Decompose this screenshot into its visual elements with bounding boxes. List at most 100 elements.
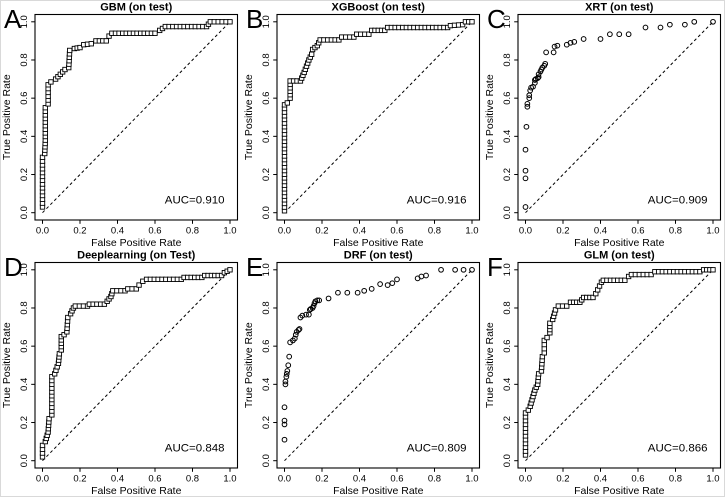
x-tick-label: 0.0 [36, 473, 49, 484]
roc-point [285, 353, 292, 360]
roc-point [360, 287, 367, 294]
roc-curve [39, 19, 233, 210]
roc-point [281, 421, 288, 427]
roc-point [325, 295, 332, 301]
x-axis-label: False Positive Rate [333, 238, 423, 249]
roc-point [526, 92, 533, 99]
roc-point [344, 289, 350, 296]
y-tick-label: 0.4 [261, 377, 272, 390]
y-axis-label: True Positive Rate [485, 74, 496, 160]
roc-point [283, 373, 289, 380]
roc-panel-D: D Deeplearning (on Test) 0.0 0.2 0.4 0.6 0.8 1.… [1, 249, 243, 496]
roc-point [282, 378, 288, 384]
y-tick-label: 0.0 [502, 206, 513, 219]
roc-curve [522, 18, 717, 210]
roc-point [310, 302, 317, 309]
roc-point [555, 302, 562, 309]
y-tick-label: 0.2 [19, 168, 30, 181]
x-tick-label: 1.0 [465, 225, 478, 236]
roc-point [292, 331, 299, 338]
roc-point [541, 337, 548, 343]
y-tick-label: 0.0 [261, 206, 272, 219]
roc-point [302, 311, 309, 318]
roc-curve [39, 266, 233, 460]
x-tick-label: 0.4 [353, 473, 366, 484]
roc-curve [523, 266, 716, 458]
roc-point [451, 266, 458, 273]
auc-value: AUC=0.910 [165, 194, 225, 206]
y-tick-label: 0.0 [502, 454, 513, 467]
roc-point [39, 442, 46, 448]
x-tick-label: 0.2 [73, 225, 86, 236]
roc-point [281, 403, 288, 410]
y-tick-label: 0.6 [19, 339, 30, 352]
y-tick-label: 0.6 [502, 92, 513, 105]
y-tick-label: 0.8 [19, 301, 30, 314]
x-tick-label: 0.4 [594, 473, 607, 484]
x-tick-label: 0.8 [186, 473, 199, 484]
roc-point [551, 49, 557, 56]
y-axis-label: True Positive Rate [244, 322, 255, 408]
y-tick-label: 1.0 [502, 263, 513, 276]
y-tick-label: 1.0 [502, 15, 513, 28]
x-tick-label: 0.4 [111, 225, 124, 236]
panel-letter: B [246, 4, 263, 34]
roc-point [334, 289, 341, 296]
roc-point [129, 285, 135, 292]
x-tick-label: 0.8 [669, 473, 682, 484]
roc-point [682, 21, 689, 28]
roc-point [77, 44, 83, 51]
x-tick-label: 0.0 [278, 225, 291, 236]
y-tick-label: 0.2 [19, 415, 30, 428]
roc-point [284, 100, 290, 106]
roc-point [590, 294, 596, 300]
roc-point [299, 312, 305, 318]
roc-point [125, 285, 131, 292]
x-tick-label: 0.2 [315, 473, 328, 484]
roc-point [437, 266, 444, 273]
auc-value: AUC=0.848 [165, 442, 225, 454]
plot-title: DRF (on test) [343, 249, 412, 261]
roc-point [523, 409, 529, 416]
roc-plot-svg: C XRT (on test) 0.0 0.2 0.4 0.6 0.8 1.0 0.0 0.2 0.… [485, 2, 722, 249]
roc-point [524, 101, 531, 107]
roc-point [524, 103, 531, 110]
plot-title: Deeplearning (on Test) [77, 249, 196, 261]
y-tick-label: 0.4 [261, 130, 272, 143]
roc-point [281, 436, 288, 443]
y-tick-label: 0.4 [19, 377, 30, 390]
y-tick-label: 0.8 [19, 53, 30, 66]
roc-point [564, 302, 570, 309]
y-tick-label: 1.0 [19, 263, 30, 276]
roc-point [393, 275, 400, 282]
roc-panel-A: A GBM (on test) 0.0 0.2 0.4 0.6 0.8 1.0 0.0 0.2 0.… [1, 1, 243, 249]
roc-point [691, 18, 698, 25]
y-axis-label: True Positive Rate [485, 322, 496, 408]
panel-letter: A [4, 4, 22, 34]
roc-point [368, 285, 375, 292]
roc-point [46, 415, 52, 421]
roc-point [49, 373, 55, 379]
panel-letter: C [487, 4, 506, 34]
roc-point [522, 146, 529, 153]
x-tick-label: 1.0 [223, 473, 236, 484]
x-tick-label: 0.2 [557, 225, 570, 236]
y-axis-label: True Positive Rate [244, 74, 255, 160]
y-tick-label: 0.2 [502, 415, 513, 428]
auc-value: AUC=0.809 [406, 442, 466, 454]
roc-point [567, 39, 574, 46]
roc-point [648, 271, 655, 277]
x-tick-label: 1.0 [223, 225, 236, 236]
x-tick-label: 0.4 [111, 473, 124, 484]
y-axis-label: True Positive Rate [2, 74, 13, 160]
roc-point [284, 367, 290, 374]
roc-point [65, 314, 71, 320]
diagonal-reference-line [525, 268, 714, 461]
roc-point [218, 272, 225, 278]
roc-point [532, 80, 539, 86]
x-tick-label: 1.0 [707, 225, 720, 236]
panel-letter: D [4, 252, 23, 282]
roc-point [354, 289, 361, 296]
x-tick-label: 0.6 [390, 225, 403, 236]
roc-point [522, 204, 529, 210]
